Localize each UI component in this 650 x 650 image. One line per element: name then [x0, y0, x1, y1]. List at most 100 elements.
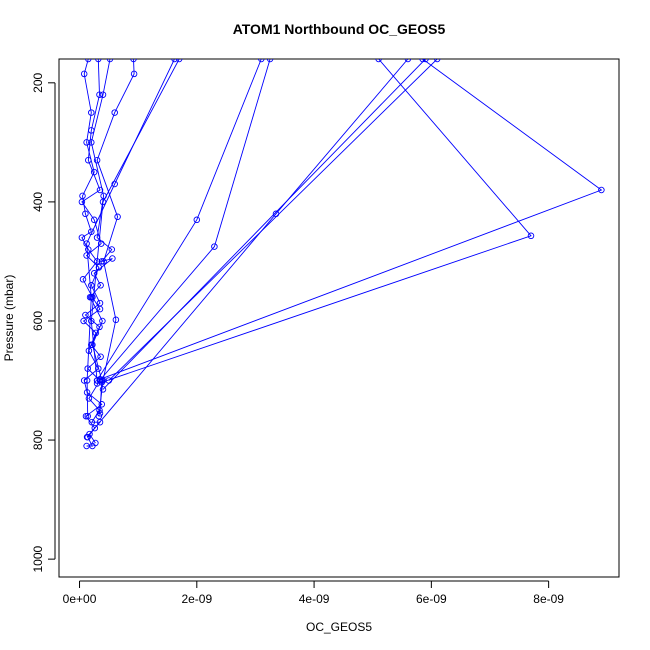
y-tick-label: 1000 [31, 545, 45, 572]
series-2 [78, 59, 105, 447]
data-point [106, 59, 114, 63]
series-line [96, 59, 262, 381]
series-9 [83, 59, 412, 441]
data-point [130, 70, 138, 78]
data-point [82, 210, 89, 218]
data-point [598, 186, 605, 194]
data-point [78, 198, 86, 206]
x-tick-label: 8e-09 [533, 592, 564, 606]
y-tick-label: 600 [31, 311, 45, 331]
data-point [82, 311, 89, 319]
data-point [83, 252, 90, 259]
data-point [88, 139, 95, 146]
data-point [88, 109, 95, 116]
data-point [93, 156, 101, 164]
data-point [98, 401, 106, 408]
x-axis-label: OC_GEOS5 [306, 620, 372, 634]
data-point [88, 418, 96, 426]
series-10 [99, 59, 429, 393]
data-point [114, 213, 121, 221]
series-line [81, 59, 103, 447]
y-tick-label: 400 [31, 192, 45, 212]
y-axis-label: Pressure (mbar) [2, 275, 16, 362]
data-point [92, 439, 99, 447]
data-point [171, 59, 178, 63]
series-6 [88, 59, 183, 384]
data-point [96, 186, 104, 194]
data-point [85, 59, 92, 63]
data-point [527, 232, 535, 240]
data-point [433, 59, 441, 63]
data-point [85, 246, 92, 253]
data-point [266, 59, 274, 63]
series-layer [78, 59, 605, 450]
data-point [130, 59, 137, 63]
data-point [111, 109, 118, 116]
data-point [82, 412, 90, 420]
y-axis: 200 400 600 800 1000 [31, 72, 56, 572]
series-line [101, 59, 532, 383]
x-tick-label: 2e-09 [181, 592, 212, 606]
x-tick-label: 0e+00 [63, 592, 97, 606]
data-point [99, 198, 107, 206]
data-point [89, 341, 96, 349]
data-point [419, 59, 426, 63]
data-point [211, 243, 218, 250]
series-4 [93, 59, 138, 420]
series-line [96, 59, 271, 384]
series-line [86, 59, 175, 417]
data-point [100, 258, 107, 265]
series-11 [98, 59, 535, 386]
data-point [79, 276, 87, 283]
data-point [85, 395, 93, 402]
chart-title: ATOM1 Northbound OC_GEOS5 [233, 21, 446, 37]
data-point [84, 412, 91, 420]
data-point [90, 216, 98, 224]
x-tick-label: 4e-09 [299, 592, 330, 606]
series-5 [83, 59, 178, 420]
series-12 [96, 59, 605, 383]
data-point [88, 282, 95, 289]
data-point [193, 216, 201, 224]
data-point [90, 270, 98, 277]
data-point [109, 255, 116, 262]
data-point [97, 353, 104, 360]
data-point [99, 317, 106, 325]
x-tick-label: 6e-09 [416, 592, 447, 606]
data-point [88, 293, 95, 301]
series-8 [93, 59, 274, 387]
data-point [108, 246, 116, 253]
data-point [78, 234, 86, 241]
series-line [86, 59, 409, 438]
data-point [404, 59, 412, 63]
data-point [96, 323, 103, 331]
series-13 [105, 59, 441, 384]
data-point [96, 91, 103, 98]
data-point [112, 316, 120, 324]
data-point [98, 258, 106, 265]
data-point [96, 376, 104, 383]
data-point [96, 418, 104, 426]
data-point [91, 424, 99, 432]
series-line [99, 59, 603, 380]
x-axis: 0e+00 2e-09 4e-09 6e-09 8e-09 [63, 580, 564, 606]
data-point [258, 59, 265, 63]
data-point [83, 240, 90, 247]
plot-frame [58, 58, 620, 578]
data-point [96, 299, 104, 307]
data-point [83, 433, 91, 441]
data-point [95, 59, 102, 63]
series-1 [78, 59, 106, 450]
data-point [85, 156, 92, 164]
data-point [111, 180, 118, 188]
data-point [99, 386, 107, 393]
data-point [97, 282, 104, 289]
data-point [95, 412, 103, 420]
series-3 [86, 59, 116, 417]
series-line [96, 59, 135, 417]
y-tick-label: 200 [31, 72, 45, 92]
data-point [175, 59, 183, 63]
data-point [88, 317, 95, 325]
data-point [83, 442, 90, 450]
